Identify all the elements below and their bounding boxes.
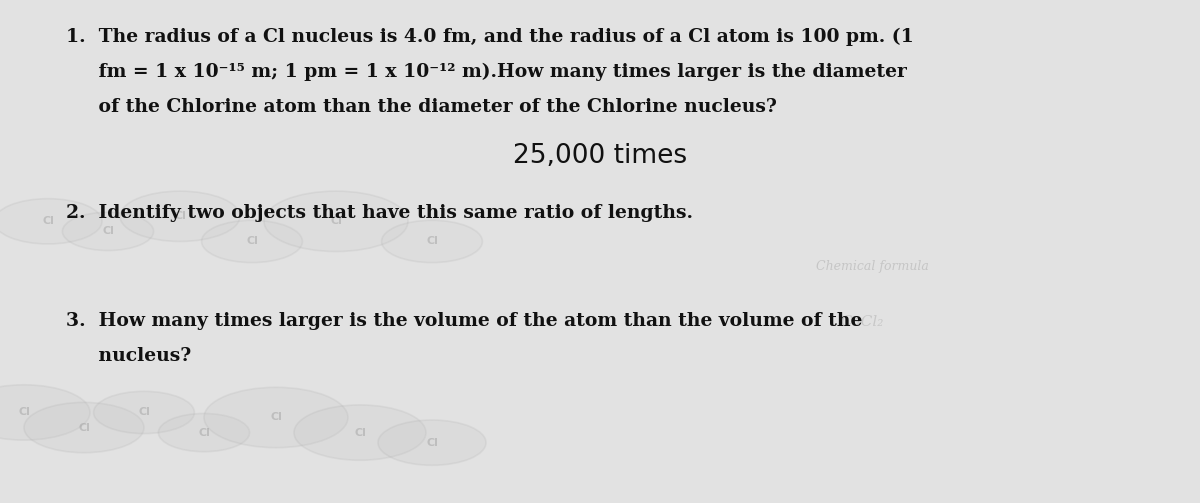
- Text: Cl: Cl: [246, 236, 258, 246]
- Text: Cl: Cl: [426, 438, 438, 448]
- Circle shape: [0, 199, 102, 244]
- Circle shape: [62, 212, 154, 250]
- Text: Cl: Cl: [18, 407, 30, 417]
- Text: 2.  Identify two objects that have this same ratio of lengths.: 2. Identify two objects that have this s…: [66, 204, 694, 222]
- Text: Cl: Cl: [78, 423, 90, 433]
- Text: Chemical formula: Chemical formula: [816, 260, 929, 273]
- Text: 25,000 times: 25,000 times: [512, 143, 688, 170]
- Text: nucleus?: nucleus?: [66, 347, 191, 365]
- Text: Cl: Cl: [354, 428, 366, 438]
- Text: Cl: Cl: [330, 216, 342, 226]
- Circle shape: [294, 405, 426, 460]
- Text: Cl: Cl: [174, 211, 186, 221]
- Circle shape: [0, 385, 90, 440]
- Text: of the Chlorine atom than the diameter of the Chlorine nucleus?: of the Chlorine atom than the diameter o…: [66, 98, 776, 116]
- Text: fm = 1 x 10⁻¹⁵ m; 1 pm = 1 x 10⁻¹² m).How many times larger is the diameter: fm = 1 x 10⁻¹⁵ m; 1 pm = 1 x 10⁻¹² m).Ho…: [66, 63, 907, 81]
- Text: Cl: Cl: [198, 428, 210, 438]
- Text: Cl: Cl: [42, 216, 54, 226]
- Text: Cl: Cl: [138, 407, 150, 417]
- Text: CaCl₂: CaCl₂: [840, 315, 883, 329]
- Text: Cl: Cl: [270, 412, 282, 423]
- Circle shape: [158, 413, 250, 452]
- Circle shape: [120, 191, 240, 241]
- Text: 1.  The radius of a Cl nucleus is 4.0 fm, and the radius of a Cl atom is 100 pm.: 1. The radius of a Cl nucleus is 4.0 fm,…: [66, 28, 913, 46]
- Text: Cl: Cl: [426, 236, 438, 246]
- Circle shape: [94, 391, 194, 434]
- Circle shape: [264, 191, 408, 252]
- Text: 3.  How many times larger is the volume of the atom than the volume of the: 3. How many times larger is the volume o…: [66, 312, 863, 330]
- Circle shape: [378, 420, 486, 465]
- Circle shape: [382, 220, 482, 263]
- Circle shape: [204, 387, 348, 448]
- Text: Cl: Cl: [102, 226, 114, 236]
- Circle shape: [202, 220, 302, 263]
- Circle shape: [24, 402, 144, 453]
